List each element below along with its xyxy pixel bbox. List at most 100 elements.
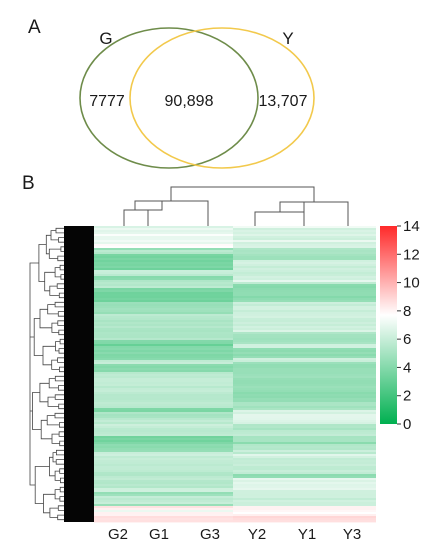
heatmap-cell bbox=[94, 488, 233, 491]
heatmap-cell bbox=[94, 368, 233, 371]
column-label-y3: Y3 bbox=[343, 526, 361, 543]
heatmap-cell bbox=[94, 228, 233, 231]
heatmap-cell bbox=[233, 258, 376, 261]
heatmap-cell bbox=[233, 354, 376, 357]
heatmap-cell bbox=[94, 236, 233, 239]
heatmap-cell bbox=[94, 460, 233, 463]
heatmap-cell bbox=[94, 268, 233, 271]
heatmap-cell bbox=[94, 296, 233, 299]
heatmap-cell bbox=[94, 316, 233, 319]
heatmap-cell bbox=[233, 328, 376, 331]
heatmap-cell bbox=[233, 350, 376, 353]
heatmap-cell bbox=[94, 484, 233, 487]
heatmap-cell bbox=[94, 380, 233, 383]
colorbar-tick-label: 12 bbox=[403, 246, 420, 263]
heatmap-cell bbox=[94, 360, 233, 363]
heatmap-cell bbox=[233, 334, 376, 337]
heatmap-cell bbox=[94, 326, 233, 329]
column-label-g1: G1 bbox=[149, 526, 169, 543]
venn-circle-y bbox=[129, 27, 315, 169]
heatmap-cell bbox=[94, 312, 233, 315]
heatmap-cell bbox=[233, 244, 376, 247]
heatmap-cell bbox=[94, 256, 233, 259]
heatmap-cell bbox=[233, 242, 376, 245]
heatmap-cell bbox=[233, 460, 376, 463]
heatmap-cell bbox=[94, 440, 233, 443]
heatmap-cell bbox=[94, 244, 233, 247]
heatmap-cell bbox=[94, 362, 233, 365]
heatmap-cell bbox=[233, 484, 376, 487]
heatmap-cell bbox=[233, 256, 376, 259]
heatmap-cell bbox=[94, 422, 233, 425]
heatmap-cell bbox=[233, 474, 376, 477]
heatmap-cell bbox=[94, 322, 233, 325]
colorbar-tick-label: 4 bbox=[403, 359, 411, 376]
heatmap-cell bbox=[233, 400, 376, 403]
heatmap-cell bbox=[233, 380, 376, 383]
heatmap-cell bbox=[233, 372, 376, 375]
heatmap-cell bbox=[94, 382, 233, 385]
heatmap-cell bbox=[94, 426, 233, 429]
heatmap-cell bbox=[94, 344, 233, 347]
heatmap-cell bbox=[94, 252, 233, 255]
heatmap-cell bbox=[94, 408, 233, 411]
heatmap-cell bbox=[94, 388, 233, 391]
heatmap-cell bbox=[233, 344, 376, 347]
heatmap-cell bbox=[233, 414, 376, 417]
heatmap-cell bbox=[94, 456, 233, 459]
heatmap-cell bbox=[94, 276, 233, 279]
heatmap-cell bbox=[233, 366, 376, 369]
heatmap-cell bbox=[94, 470, 233, 473]
colorbar-tick-label: 10 bbox=[403, 275, 420, 292]
heatmap-cell bbox=[233, 412, 376, 415]
heatmap-cell bbox=[94, 452, 233, 455]
heatmap-cell bbox=[233, 446, 376, 449]
heatmap-cell bbox=[94, 270, 233, 273]
heatmap-cell bbox=[94, 266, 233, 269]
heatmap-cell bbox=[233, 260, 376, 263]
heatmap-cell bbox=[233, 302, 376, 305]
colorbar-tick-label: 2 bbox=[403, 388, 411, 405]
heatmap-cell bbox=[233, 368, 376, 371]
heatmap-cell bbox=[233, 304, 376, 307]
heatmap-cell bbox=[94, 434, 233, 437]
heatmap-cell bbox=[233, 466, 376, 469]
heatmap-cell bbox=[94, 416, 233, 419]
heatmap-cell bbox=[233, 280, 376, 283]
heatmap-cell bbox=[94, 520, 233, 523]
heatmap-cell bbox=[94, 354, 233, 357]
heatmap-cell bbox=[233, 310, 376, 313]
heatmap-cell bbox=[233, 292, 376, 295]
heatmap-cell bbox=[94, 390, 233, 393]
heatmap-cell bbox=[94, 292, 233, 295]
venn-diagram: A G Y 7777 90,898 13,707 bbox=[28, 17, 315, 169]
heatmap-cell bbox=[94, 352, 233, 355]
heatmap-cell bbox=[233, 274, 376, 277]
heatmap-cell bbox=[233, 340, 376, 343]
heatmap-cell bbox=[233, 486, 376, 489]
heatmap-cell bbox=[94, 514, 233, 517]
heatmap-cell bbox=[94, 364, 233, 367]
heatmap-cell bbox=[94, 274, 233, 277]
heatmap-cell bbox=[94, 508, 233, 511]
heatmap-cell bbox=[94, 386, 233, 389]
heatmap-cell bbox=[233, 416, 376, 419]
heatmap-cell bbox=[233, 346, 376, 349]
heatmap-cell bbox=[233, 498, 376, 501]
heatmap-cell bbox=[94, 340, 233, 343]
heatmap-cell bbox=[233, 240, 376, 243]
heatmap-cell bbox=[233, 232, 376, 235]
heatmap-cell bbox=[233, 336, 376, 339]
heatmap-cell bbox=[233, 364, 376, 367]
column-labels: G2 G1 G3 Y2 Y1 Y3 bbox=[108, 526, 361, 543]
heatmap-cell bbox=[94, 346, 233, 349]
heatmap-cell bbox=[233, 234, 376, 237]
heatmap-cell bbox=[94, 392, 233, 395]
heatmap-cell bbox=[94, 294, 233, 297]
heatmap-cell bbox=[233, 468, 376, 471]
heatmap-cell bbox=[233, 382, 376, 385]
heatmap-cell bbox=[94, 246, 233, 249]
heatmap-cell bbox=[233, 464, 376, 467]
heatmap-cell bbox=[94, 242, 233, 245]
